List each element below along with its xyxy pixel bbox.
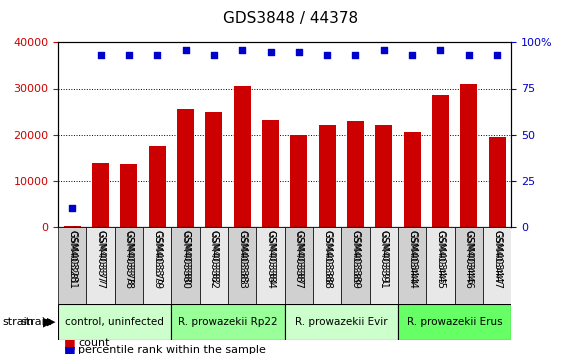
Text: GSM403380: GSM403380 bbox=[181, 230, 190, 285]
Bar bbox=[483, 227, 511, 304]
Text: strain: strain bbox=[3, 317, 35, 327]
Point bbox=[436, 47, 445, 53]
Text: GSM403444: GSM403444 bbox=[408, 230, 417, 285]
Text: GSM403447: GSM403447 bbox=[492, 230, 502, 290]
Bar bbox=[489, 137, 505, 227]
Text: GSM403384: GSM403384 bbox=[266, 230, 275, 289]
Text: GSM403445: GSM403445 bbox=[436, 230, 446, 290]
Bar bbox=[115, 227, 143, 304]
Text: R. prowazekii Rp22: R. prowazekii Rp22 bbox=[178, 317, 278, 327]
Text: GSM403383: GSM403383 bbox=[237, 230, 247, 289]
Text: GSM403387: GSM403387 bbox=[295, 230, 303, 285]
Point bbox=[379, 47, 389, 53]
Point bbox=[464, 52, 474, 58]
Text: GSM403388: GSM403388 bbox=[322, 230, 332, 285]
Bar bbox=[262, 120, 279, 227]
Text: GSM403389: GSM403389 bbox=[351, 230, 360, 285]
Text: GSM403281: GSM403281 bbox=[67, 230, 77, 290]
Text: GSM403384: GSM403384 bbox=[266, 230, 275, 285]
Text: GSM403389: GSM403389 bbox=[350, 230, 360, 289]
Point bbox=[124, 52, 134, 58]
Text: percentile rank within the sample: percentile rank within the sample bbox=[78, 346, 266, 354]
Text: GSM403379: GSM403379 bbox=[153, 230, 162, 285]
Bar bbox=[228, 227, 256, 304]
Bar bbox=[92, 163, 109, 227]
Point bbox=[209, 52, 218, 58]
Text: GDS3848 / 44378: GDS3848 / 44378 bbox=[223, 11, 358, 25]
Point bbox=[351, 52, 360, 58]
Text: GSM403382: GSM403382 bbox=[209, 230, 218, 285]
Text: GSM403379: GSM403379 bbox=[152, 230, 162, 290]
Bar bbox=[375, 125, 392, 227]
Bar bbox=[370, 227, 398, 304]
Text: GSM403446: GSM403446 bbox=[464, 230, 474, 289]
Bar bbox=[171, 304, 285, 340]
Point bbox=[294, 49, 303, 55]
Bar bbox=[426, 227, 455, 304]
Bar bbox=[460, 84, 477, 227]
Point bbox=[181, 47, 190, 53]
Text: GSM403444: GSM403444 bbox=[407, 230, 417, 289]
Bar bbox=[313, 227, 342, 304]
Point bbox=[322, 52, 332, 58]
Bar bbox=[432, 96, 449, 227]
Bar bbox=[342, 227, 370, 304]
Bar bbox=[398, 227, 426, 304]
Text: GSM403446: GSM403446 bbox=[464, 230, 474, 285]
Text: GSM403382: GSM403382 bbox=[209, 230, 219, 290]
Text: GSM403445: GSM403445 bbox=[436, 230, 445, 285]
Text: GSM403380: GSM403380 bbox=[181, 230, 191, 289]
Text: ▶: ▶ bbox=[46, 317, 55, 327]
Text: count: count bbox=[78, 338, 110, 348]
Point bbox=[407, 52, 417, 58]
Bar bbox=[171, 227, 200, 304]
Text: GSM403377: GSM403377 bbox=[96, 230, 106, 290]
Bar bbox=[290, 135, 307, 227]
Bar bbox=[120, 164, 137, 227]
Text: GSM403447: GSM403447 bbox=[493, 230, 501, 285]
Bar bbox=[177, 109, 194, 227]
Point bbox=[238, 47, 247, 53]
Text: strain: strain bbox=[20, 317, 52, 327]
Point bbox=[67, 205, 77, 211]
Text: R. prowazekii Evir: R. prowazekii Evir bbox=[295, 317, 388, 327]
Text: control, uninfected: control, uninfected bbox=[65, 317, 164, 327]
Bar bbox=[143, 227, 171, 304]
Bar bbox=[234, 86, 251, 227]
Bar bbox=[206, 113, 223, 227]
Bar bbox=[256, 227, 285, 304]
Text: GSM403281: GSM403281 bbox=[68, 230, 77, 285]
Bar bbox=[404, 132, 421, 227]
Text: ■: ■ bbox=[64, 337, 76, 350]
Text: R. prowazekii Erus: R. prowazekii Erus bbox=[407, 317, 503, 327]
Text: GSM403391: GSM403391 bbox=[379, 230, 389, 289]
Bar bbox=[149, 146, 166, 227]
Bar bbox=[58, 304, 171, 340]
Bar bbox=[285, 227, 313, 304]
Bar bbox=[87, 227, 115, 304]
Text: GSM403378: GSM403378 bbox=[124, 230, 134, 285]
Point bbox=[266, 49, 275, 55]
Bar bbox=[318, 125, 336, 227]
Bar bbox=[455, 227, 483, 304]
Bar bbox=[398, 304, 511, 340]
Text: ■: ■ bbox=[64, 344, 76, 354]
Point bbox=[493, 52, 502, 58]
Text: ▶: ▶ bbox=[42, 316, 52, 329]
Bar bbox=[285, 304, 398, 340]
Bar bbox=[347, 121, 364, 227]
Bar bbox=[58, 227, 87, 304]
Bar bbox=[64, 225, 81, 227]
Text: GSM403383: GSM403383 bbox=[238, 230, 247, 285]
Text: GSM403391: GSM403391 bbox=[379, 230, 388, 285]
Bar bbox=[200, 227, 228, 304]
Text: GSM403378: GSM403378 bbox=[124, 230, 134, 290]
Point bbox=[96, 52, 105, 58]
Point bbox=[153, 52, 162, 58]
Text: GSM403388: GSM403388 bbox=[322, 230, 332, 289]
Text: GSM403377: GSM403377 bbox=[96, 230, 105, 285]
Text: GSM403387: GSM403387 bbox=[294, 230, 304, 290]
